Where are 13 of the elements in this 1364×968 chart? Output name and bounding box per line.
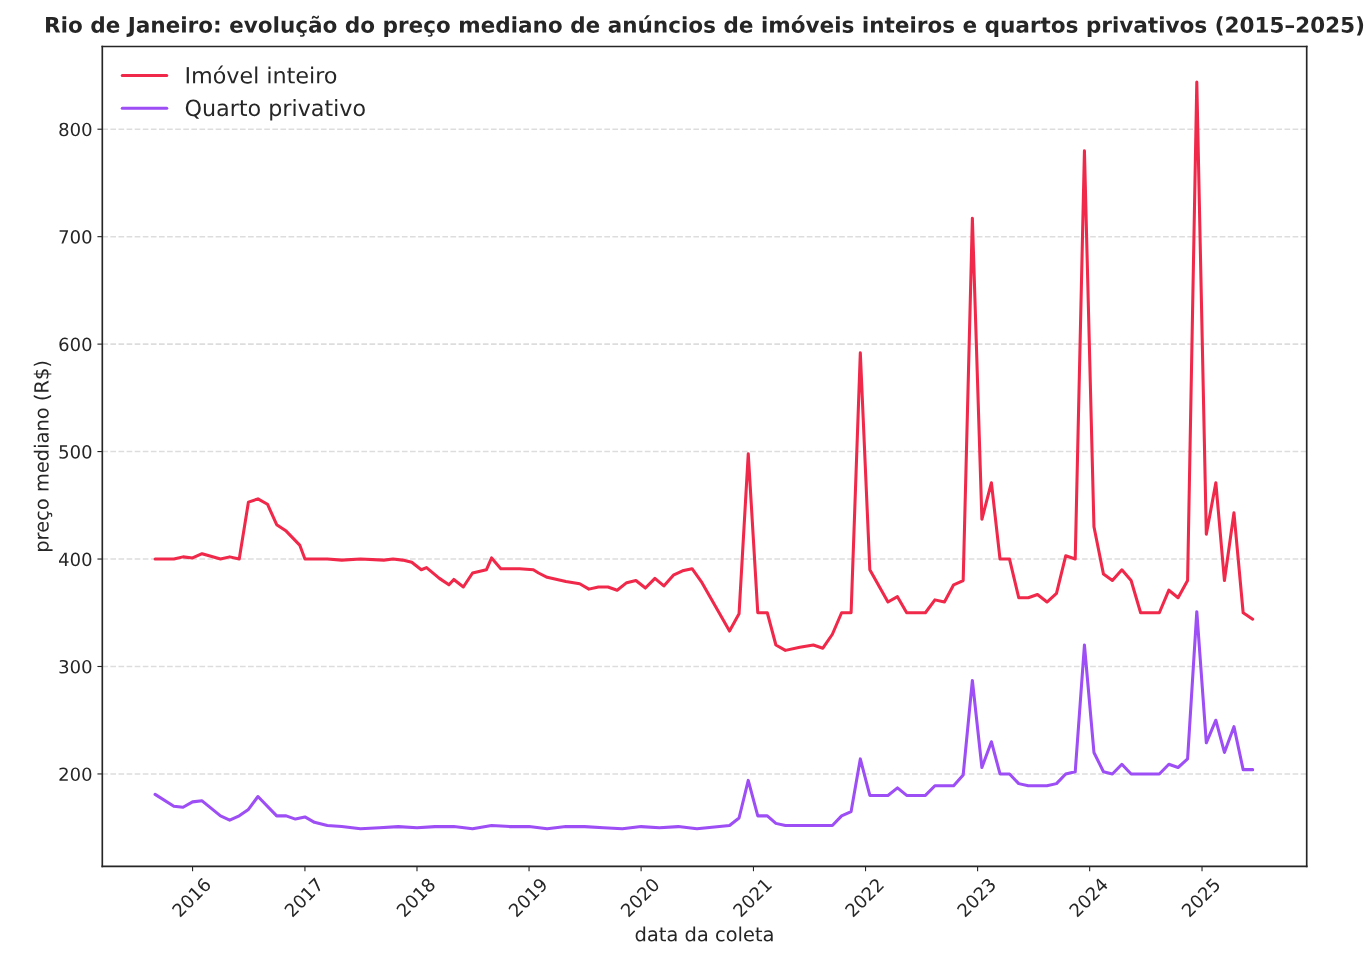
- chart-title: Rio de Janeiro: evolução do preço mediano de anúncios de imóveis inteiros e quartos privativos (2015–2025): [46, 15, 1364, 38]
- y-tick-label: 500: [59, 445, 92, 459]
- y-axis-title: preço mediano (R$): [33, 361, 53, 551]
- line-series: [153, 610, 1255, 831]
- y-tick-label: 200: [59, 767, 92, 782]
- y-tick-label: 600: [59, 337, 92, 352]
- y-tick-label: 400: [59, 552, 92, 567]
- x-axis-title: data da coleta: [635, 926, 773, 942]
- legend-label: Quarto privativo: [185, 99, 365, 121]
- y-tick-label: 700: [59, 230, 92, 244]
- y-tick-label: 800: [59, 122, 92, 137]
- y-tick-label: 300: [59, 659, 92, 674]
- legend-label: Imóvel inteiro: [186, 65, 337, 84]
